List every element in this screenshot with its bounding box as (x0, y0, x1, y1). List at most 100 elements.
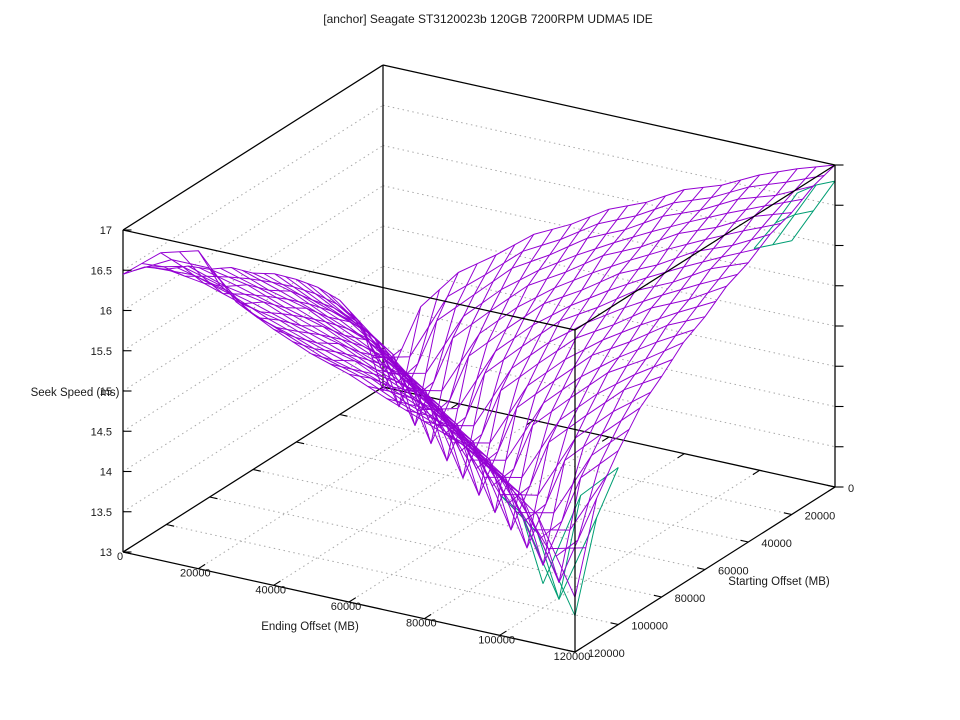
x-tick-label: 60000 (331, 601, 362, 613)
x-tick-mirror (677, 453, 685, 459)
x-tick-label: 100000 (478, 634, 515, 646)
y-tick-label: 0 (848, 483, 854, 495)
z-tick-label: 16.5 (91, 265, 112, 277)
x-tick (273, 580, 281, 586)
x-tick (122, 547, 131, 553)
floor-grid-x (198, 403, 459, 570)
x-tick-mirror (601, 436, 610, 442)
y-tick (567, 649, 576, 653)
mesh-line (775, 210, 814, 224)
mesh-line (367, 205, 629, 470)
mesh-line (179, 251, 440, 384)
wall-grid-z (122, 145, 384, 311)
x-tick-mirror (451, 403, 459, 409)
x-axis-title: Ending Offset (MB) (261, 621, 359, 633)
wall-grid-z (122, 306, 384, 472)
x-tick-mirror (752, 469, 760, 476)
wall-grid-z (382, 265, 836, 367)
x-tick-label: 20000 (180, 568, 211, 580)
mesh-line (235, 254, 497, 445)
top-edge (382, 64, 836, 166)
x-tick-label: 80000 (406, 618, 437, 630)
mesh-line (499, 494, 544, 584)
x-tick (198, 563, 206, 570)
floor-grid-y (209, 496, 662, 598)
mesh-line (386, 201, 648, 514)
y-tick-mirror (209, 496, 218, 500)
mesh-line (141, 263, 403, 366)
mesh-line (442, 187, 704, 504)
z-tick-label: 17 (100, 225, 112, 237)
mesh-line (317, 233, 771, 445)
mesh-line (197, 250, 459, 426)
y-tick-label: 120000 (588, 648, 625, 660)
floor-grid-x (424, 453, 685, 620)
x-tick (348, 597, 357, 603)
wall-grid-z (122, 346, 384, 513)
y-tick-label: 80000 (675, 593, 706, 605)
mesh-line (536, 495, 582, 600)
z-tick-label: 14.5 (91, 426, 112, 438)
y-tick-mirror (296, 441, 305, 445)
z-tick-label: 15.5 (91, 346, 112, 358)
axis-ticks-layer (122, 164, 844, 653)
x-tick-label: 120000 (554, 651, 591, 663)
top-edge (574, 164, 836, 331)
y-tick (740, 539, 749, 543)
y-tick-label: 20000 (805, 511, 836, 523)
wall-grid-z (122, 265, 384, 432)
x-tick-label: 40000 (255, 584, 286, 596)
mesh-line (574, 467, 619, 616)
mesh-line (753, 192, 798, 249)
wall-grid-z (122, 185, 384, 352)
mesh-line (160, 252, 422, 408)
floor-grid-y (166, 524, 619, 625)
y-axis-title: Starting Offset (MB) (728, 576, 830, 588)
y-tick-mirror (166, 523, 175, 527)
mesh-line (791, 180, 836, 242)
z-tick-label: 16 (100, 306, 112, 318)
mesh-line (499, 174, 761, 566)
mesh-line (520, 512, 598, 600)
y-tick (610, 622, 619, 626)
mesh-line (772, 184, 817, 245)
x-tick (499, 630, 507, 636)
chart-title: [anchor] Seagate ST3120023b 120GB 7200RP… (323, 12, 653, 26)
floor-grid-x (273, 419, 534, 586)
mesh-line (461, 184, 723, 549)
mesh-line (254, 244, 516, 419)
mesh-line (350, 198, 803, 375)
mesh-line (122, 265, 384, 392)
y-tick (827, 484, 836, 488)
x-tick (574, 647, 583, 653)
mesh-line (166, 268, 619, 566)
wall-grid-z (382, 185, 836, 287)
mesh-line (574, 164, 836, 598)
z-tick-label: 13.5 (91, 507, 112, 519)
z-tick-label: 14 (100, 467, 112, 479)
z-tick-label: 13 (100, 547, 112, 559)
wall-grid-z (382, 225, 836, 327)
wall-grid-z (382, 306, 836, 407)
tick-labels-layer: 13 13.5 14 14.5 15 15.5 16 16.5 17 0 20000 40000 600… (91, 225, 855, 663)
mesh-line (216, 263, 478, 400)
wall-grid-z (122, 225, 384, 392)
y-tick-mirror (252, 468, 261, 472)
mesh-line (348, 208, 610, 496)
top-edge (122, 64, 384, 231)
wall-grid-z (122, 104, 384, 271)
mesh-line (555, 166, 817, 557)
mesh-line (405, 195, 666, 487)
y-tick (697, 567, 706, 571)
front-border-layer (122, 64, 836, 653)
mesh-line (330, 216, 591, 452)
y-tick-mirror (339, 413, 348, 417)
floor-grid-y (339, 414, 792, 515)
y-tick (653, 594, 662, 598)
mesh-line (292, 229, 553, 435)
y-tick (783, 512, 792, 516)
y-tick-label: 100000 (631, 621, 668, 633)
surface-mesh-primary (122, 164, 836, 598)
